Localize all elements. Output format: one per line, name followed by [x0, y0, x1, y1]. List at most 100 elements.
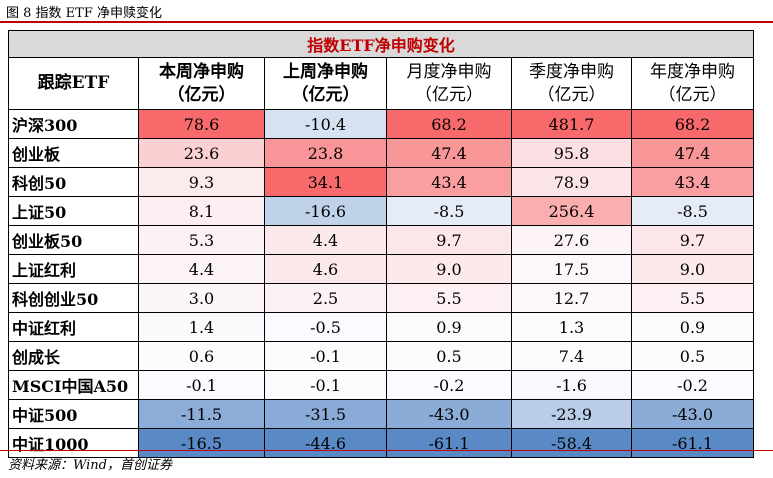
heatmap-cell: -8.5 [631, 196, 754, 226]
heatmap-cell: 68.2 [631, 109, 754, 139]
etf-name-cell: MSCI中国A50 [8, 370, 139, 400]
heatmap-cell: 68.2 [386, 109, 512, 139]
heatmap-cell: 4.4 [264, 225, 387, 255]
heatmap-cell: 3.0 [138, 283, 265, 313]
heatmap-cell: -23.9 [511, 399, 632, 429]
source-note: 资料来源：Wind，首创证券 [8, 458, 172, 473]
heatmap-cell: 43.4 [386, 167, 512, 197]
heatmap-cell: -16.5 [138, 428, 265, 458]
table-row: 创业板 23.6 23.8 47.4 95.8 47.4 [8, 138, 754, 168]
figure-caption: 图 8 指数 ETF 净申赎变化 [6, 6, 162, 21]
heatmap-cell: -0.5 [264, 312, 387, 342]
heatmap-cell: 23.8 [264, 138, 387, 168]
table-row: 上证红利 4.4 4.6 9.0 17.5 9.0 [8, 254, 754, 284]
heatmap-cell: 43.4 [631, 167, 754, 197]
heatmap-cell: -1.6 [511, 370, 632, 400]
heatmap-cell: 9.7 [631, 225, 754, 255]
heatmap-cell: -0.1 [264, 341, 387, 371]
heatmap-cell: 0.9 [631, 312, 754, 342]
table-row: 沪深300 78.6 -10.4 68.2 481.7 68.2 [8, 109, 754, 139]
heatmap-cell: 5.5 [386, 283, 512, 313]
heatmap-cell: 8.1 [138, 196, 265, 226]
heatmap-cell: -58.4 [511, 428, 632, 458]
heatmap-cell: -0.2 [631, 370, 754, 400]
heatmap-cell: 9.3 [138, 167, 265, 197]
column-header-line1: 本周净申购 [159, 61, 244, 82]
table-row: 创成长 0.6 -0.1 0.5 7.4 0.5 [8, 341, 754, 371]
top-rule [0, 21, 773, 23]
table-body: 沪深300 78.6 -10.4 68.2 481.7 68.2 创业板 23.6 23.8 47… [8, 109, 754, 458]
column-header-last-week: 上周净申购 （亿元） [264, 57, 387, 110]
etf-name-cell: 中证1000 [8, 428, 139, 458]
heatmap-cell: 481.7 [511, 109, 632, 139]
table-row: MSCI中国A50 -0.1 -0.1 -0.2 -1.6 -0.2 [8, 370, 754, 400]
column-header-unit: （亿元） [291, 84, 360, 105]
etf-name-cell: 中证红利 [8, 312, 139, 342]
table-title: 指数ETF净申购变化 [8, 30, 754, 58]
etf-name-cell: 创成长 [8, 341, 139, 371]
table-row: 上证50 8.1 -16.6 -8.5 256.4 -8.5 [8, 196, 754, 226]
heatmap-cell: 0.6 [138, 341, 265, 371]
heatmap-cell: -43.0 [386, 399, 512, 429]
etf-name-cell: 科创创业50 [8, 283, 139, 313]
etf-name-cell: 沪深300 [8, 109, 139, 139]
heatmap-cell: -10.4 [264, 109, 387, 139]
table-row: 创业板50 5.3 4.4 9.7 27.6 9.7 [8, 225, 754, 255]
table-row: 中证500 -11.5 -31.5 -43.0 -23.9 -43.0 [8, 399, 754, 429]
heatmap-cell: -43.0 [631, 399, 754, 429]
heatmap-cell: 0.9 [386, 312, 512, 342]
heatmap-cell: -16.6 [264, 196, 387, 226]
row-header: 跟踪ETF [8, 57, 139, 110]
heatmap-cell: 9.0 [386, 254, 512, 284]
heatmap-cell: 78.9 [511, 167, 632, 197]
table-row: 科创创业50 3.0 2.5 5.5 12.7 5.5 [8, 283, 754, 313]
heatmap-cell: 0.5 [631, 341, 754, 371]
column-header-unit: （亿元） [167, 84, 236, 105]
table-row: 中证1000 -16.5 -44.6 -61.1 -58.4 -61.1 [8, 428, 754, 458]
etf-name-cell: 中证500 [8, 399, 139, 429]
heatmap-cell: -0.2 [386, 370, 512, 400]
heatmap-cell: 4.4 [138, 254, 265, 284]
etf-name-cell: 创业板 [8, 138, 139, 168]
heatmap-cell: 17.5 [511, 254, 632, 284]
heatmap-cell: -44.6 [264, 428, 387, 458]
etf-net-purchase-table: 指数ETF净申购变化 跟踪ETF 本周净申购 （亿元） 上周净申购 （亿元） 月… [8, 30, 754, 458]
heatmap-cell: 256.4 [511, 196, 632, 226]
heatmap-cell: -61.1 [386, 428, 512, 458]
heatmap-cell: 5.5 [631, 283, 754, 313]
table-row: 中证红利 1.4 -0.5 0.9 1.3 0.9 [8, 312, 754, 342]
heatmap-cell: 23.6 [138, 138, 265, 168]
heatmap-cell: 1.4 [138, 312, 265, 342]
heatmap-cell: 34.1 [264, 167, 387, 197]
column-header-line1: 季度净申购 [529, 61, 614, 82]
column-header-unit: （亿元） [537, 84, 606, 105]
bottom-rule [0, 450, 773, 451]
etf-name-cell: 科创50 [8, 167, 139, 197]
heatmap-cell: -0.1 [264, 370, 387, 400]
heatmap-cell: -8.5 [386, 196, 512, 226]
column-header-line1: 年度净申购 [650, 61, 735, 82]
heatmap-cell: 5.3 [138, 225, 265, 255]
column-header-line1: 月度净申购 [406, 61, 492, 82]
heatmap-cell: 47.4 [386, 138, 512, 168]
heatmap-cell: 78.6 [138, 109, 265, 139]
heatmap-cell: 4.6 [264, 254, 387, 284]
etf-name-cell: 上证红利 [8, 254, 139, 284]
heatmap-cell: -61.1 [631, 428, 754, 458]
heatmap-cell: 2.5 [264, 283, 387, 313]
etf-name-cell: 创业板50 [8, 225, 139, 255]
heatmap-cell: 0.5 [386, 341, 512, 371]
heatmap-cell: 47.4 [631, 138, 754, 168]
column-header-unit: （亿元） [658, 84, 727, 105]
heatmap-cell: 1.3 [511, 312, 632, 342]
heatmap-cell: 9.7 [386, 225, 512, 255]
column-header-monthly: 月度净申购 （亿元） [386, 57, 512, 110]
column-header-line1: 上周净申购 [283, 61, 368, 82]
column-header-yearly: 年度净申购 （亿元） [631, 57, 754, 110]
heatmap-cell: -31.5 [264, 399, 387, 429]
column-header-quarterly: 季度净申购 （亿元） [511, 57, 632, 110]
heatmap-cell: 95.8 [511, 138, 632, 168]
heatmap-cell: 7.4 [511, 341, 632, 371]
etf-name-cell: 上证50 [8, 196, 139, 226]
heatmap-cell: -11.5 [138, 399, 265, 429]
